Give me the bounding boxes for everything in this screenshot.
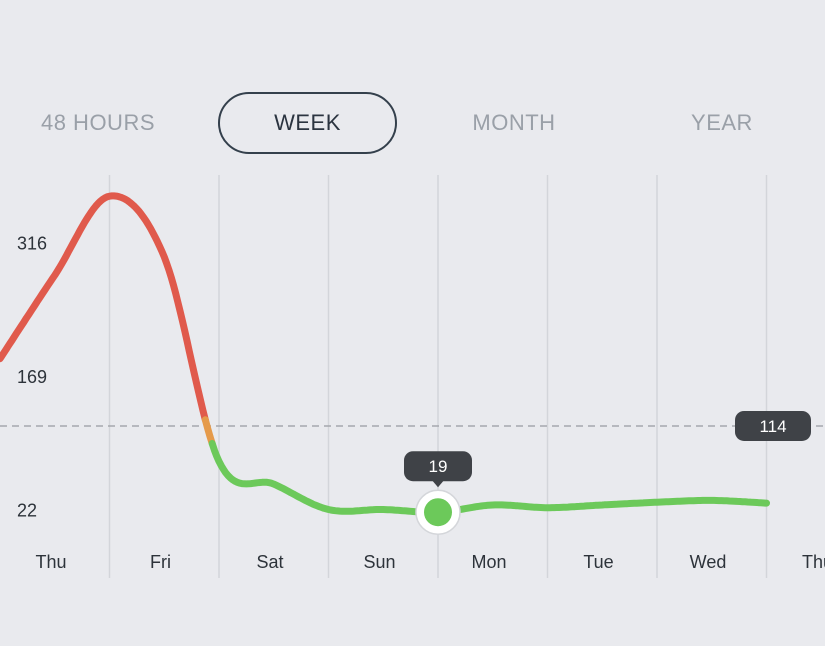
tooltip-pointer (432, 480, 444, 487)
x-tick-label: Tue (583, 552, 613, 572)
reference-value-label: 114 (759, 417, 786, 436)
x-tick-label: Wed (690, 552, 727, 572)
y-tick-label: 22 (17, 501, 37, 521)
selected-value-label: 19 (429, 457, 448, 476)
x-tick-label: Thu (35, 552, 66, 572)
x-tick-label: Fri (150, 552, 171, 572)
y-tick-label: 169 (17, 367, 47, 387)
x-tick-label: Mon (471, 552, 506, 572)
x-tick-label: Sun (363, 552, 395, 572)
series-line-segment (205, 420, 212, 444)
x-tick-label: Thu (802, 552, 825, 572)
series-line-segment (212, 444, 766, 513)
x-tick-label: Sat (256, 552, 283, 572)
selected-point-marker[interactable] (424, 498, 452, 526)
y-tick-label: 316 (17, 234, 47, 254)
